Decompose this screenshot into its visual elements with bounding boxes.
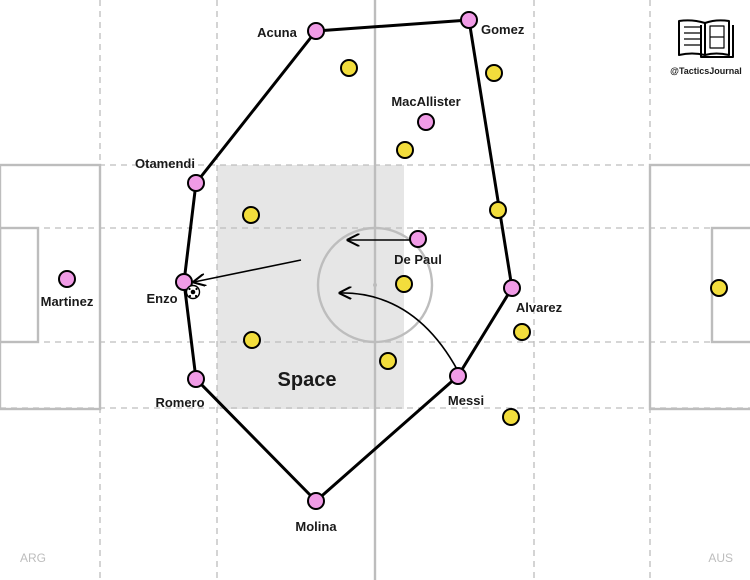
brand-logo: @TacticsJournal bbox=[670, 19, 742, 76]
home-player-marker-otamendi bbox=[187, 174, 205, 192]
space-label: Space bbox=[278, 369, 337, 391]
open-book-pitch-icon bbox=[678, 19, 734, 58]
player-label-messi: Messi bbox=[448, 393, 484, 408]
away-player-marker bbox=[489, 201, 507, 219]
away-player-marker bbox=[485, 64, 503, 82]
pass-to-enzo-arrow bbox=[194, 259, 302, 282]
home-player-marker-macallister bbox=[417, 113, 435, 131]
home-team-label: ARG bbox=[20, 551, 46, 565]
away-player-marker bbox=[379, 352, 397, 370]
home-players: Acuna Gomez MacAllister Otamendi De Paul Enzo… bbox=[41, 11, 563, 534]
brand-handle: @TacticsJournal bbox=[670, 66, 742, 76]
player-label-enzo: Enzo bbox=[146, 291, 177, 306]
away-player-marker bbox=[396, 141, 414, 159]
player-label-molina: Molina bbox=[295, 519, 337, 534]
away-player-marker bbox=[502, 408, 520, 426]
ball bbox=[185, 284, 201, 300]
home-player-marker-molina bbox=[307, 492, 325, 510]
away-player-marker bbox=[340, 59, 358, 77]
home-player-marker-acuna bbox=[307, 22, 325, 40]
player-label-romero: Romero bbox=[155, 395, 204, 410]
home-player-marker-martinez bbox=[58, 270, 76, 288]
home-player-marker-gomez bbox=[460, 11, 478, 29]
space-zone bbox=[217, 165, 404, 409]
player-label-macallister: MacAllister bbox=[391, 94, 460, 109]
player-label-alvarez: Alvarez bbox=[516, 300, 563, 315]
away-player-marker bbox=[395, 275, 413, 293]
home-player-marker-messi bbox=[449, 367, 467, 385]
player-label-depaul: De Paul bbox=[394, 252, 442, 267]
player-label-acuna: Acuna bbox=[257, 25, 298, 40]
player-label-gomez: Gomez bbox=[481, 22, 525, 37]
away-player-marker bbox=[243, 331, 261, 349]
away-player-marker bbox=[242, 206, 260, 224]
away-player-marker bbox=[710, 279, 728, 297]
away-team-label: AUS bbox=[708, 551, 733, 565]
messi-run-arrow bbox=[340, 293, 459, 372]
away-player-marker bbox=[513, 323, 531, 341]
centre-spot bbox=[373, 283, 377, 287]
player-label-martinez: Martinez bbox=[41, 294, 94, 309]
player-label-otamendi: Otamendi bbox=[135, 156, 195, 171]
movement-arrows bbox=[194, 240, 459, 372]
home-player-marker-romero bbox=[187, 370, 205, 388]
away-players bbox=[242, 59, 728, 426]
home-player-marker-depaul bbox=[409, 230, 427, 248]
home-player-marker-alvarez bbox=[503, 279, 521, 297]
home-player-marker-enzo bbox=[175, 273, 193, 291]
